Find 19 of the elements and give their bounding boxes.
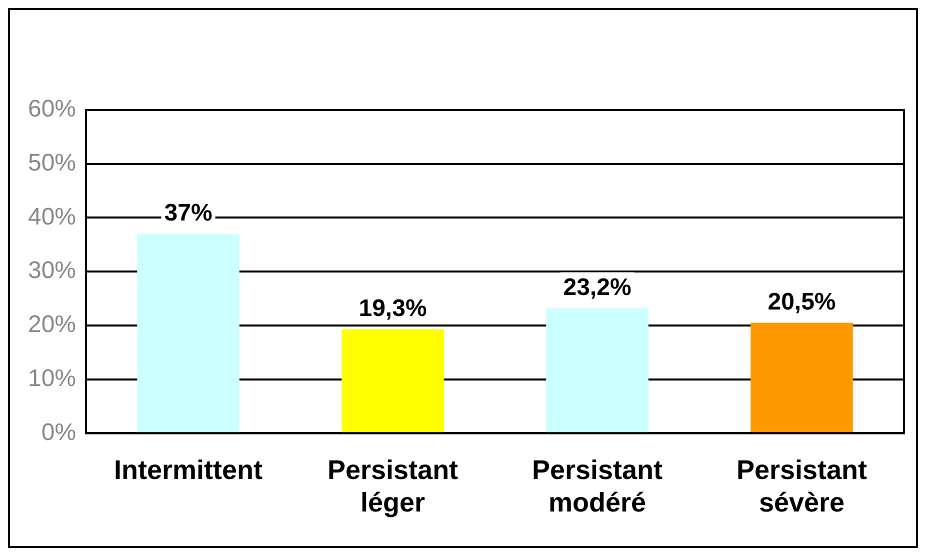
y-tick-label: 50% [28, 149, 76, 176]
y-tick-label: 20% [28, 311, 76, 338]
data-label: 19,3% [358, 294, 427, 322]
x-tick-label: Persistant modéré [532, 454, 663, 518]
y-tick-label: 60% [28, 96, 76, 123]
x-tick-label: Persistant sévère [736, 454, 868, 518]
x-tick-label: Persistant léger [327, 454, 458, 518]
y-tick-label: 0% [41, 418, 76, 446]
bar [750, 322, 853, 432]
y-tick-label: 30% [28, 257, 76, 284]
data-label: 37% [164, 200, 212, 227]
bar [546, 308, 648, 432]
x-tick-label: Intermittent [114, 454, 263, 485]
data-label: 23,2% [563, 274, 632, 301]
y-tick-label: 10% [28, 364, 76, 392]
bar [342, 329, 444, 432]
bar [137, 234, 240, 432]
y-tick-label: 40% [28, 203, 76, 230]
data-label: 20,5% [768, 288, 836, 316]
